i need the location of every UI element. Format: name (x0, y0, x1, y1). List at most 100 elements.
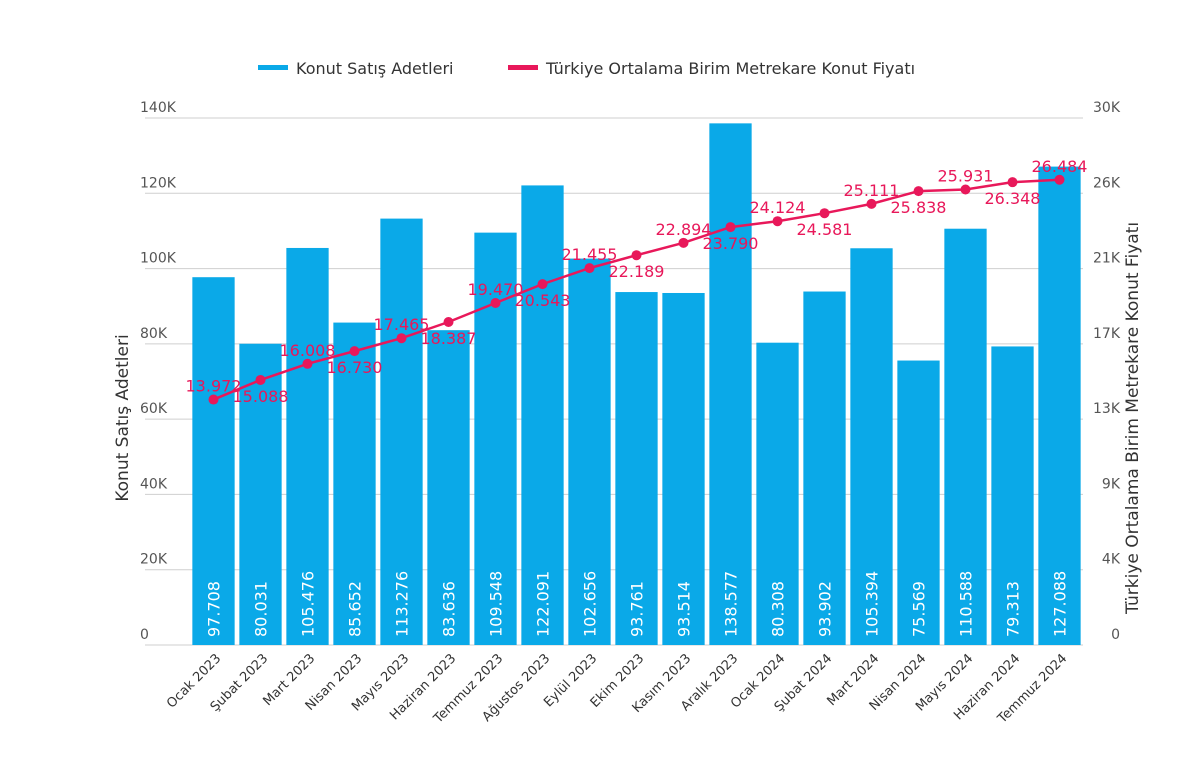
bar (897, 360, 940, 645)
line-value-label: 15.088 (233, 387, 289, 406)
line-value-label: 22.189 (609, 262, 665, 281)
line-value-label: 26.348 (985, 189, 1041, 208)
line-point (1054, 174, 1065, 185)
bar-value-label: 93.514 (675, 581, 694, 637)
legend: Konut Satış Adetleri Türkiye Ortalama Bi… (258, 59, 915, 78)
line-point (208, 394, 219, 405)
y-left-tick-label: 140K (140, 100, 177, 116)
bar-value-label: 75.569 (910, 581, 929, 637)
line-point (1007, 177, 1018, 188)
line-point (255, 374, 266, 385)
line-value-label: 16.730 (327, 358, 383, 377)
bar (239, 343, 282, 645)
line-value-label: 17.465 (374, 315, 430, 334)
y-left-tick-label: 80K (140, 326, 168, 342)
bar (615, 292, 658, 645)
bar (1038, 166, 1081, 645)
y-axis-left-title: Konut Satış Adetleri (113, 334, 133, 501)
bar-value-label: 109.548 (487, 571, 506, 637)
bar (568, 258, 611, 645)
gridlines (145, 117, 1083, 646)
line-value-label: 22.894 (656, 220, 712, 239)
y-left-tick-label: 40K (140, 476, 168, 492)
line-point (772, 216, 783, 227)
legend-label-line: Türkiye Ortalama Birim Metrekare Konut F… (545, 59, 915, 78)
bar (662, 292, 705, 645)
bar-value-label: 102.656 (581, 571, 600, 637)
bar-value-label: 79.313 (1004, 581, 1023, 637)
bar-value-label: 127.088 (1051, 571, 1070, 637)
bar-value-label: 97.708 (205, 581, 224, 637)
line-point (537, 279, 548, 290)
y-left-tick-label: 120K (140, 175, 177, 191)
line-point (819, 208, 830, 219)
line-value-label: 23.790 (703, 234, 759, 253)
legend-swatch-line (508, 65, 538, 70)
y-right-tick-label: 9K (1102, 476, 1121, 492)
y-right-tick-label: 26K (1093, 175, 1121, 191)
line-value-label: 25.838 (891, 198, 947, 217)
line-value-label: 26.484 (1032, 157, 1088, 176)
bar (427, 330, 470, 645)
bar-value-label: 80.031 (252, 581, 271, 637)
bar-value-label: 138.577 (722, 571, 741, 637)
line-value-label: 20.543 (515, 291, 571, 310)
bar (756, 342, 799, 645)
y-axis-right-title: Türkiye Ortalama Birim Metrekare Konut F… (1123, 222, 1143, 615)
line-point (913, 186, 924, 197)
line-value-label: 24.581 (797, 220, 853, 239)
line-point (866, 198, 877, 209)
data-labels: 97.708 80.031 105.476 85.652 113.276 83.636 10… (186, 157, 1088, 637)
line-point (725, 222, 736, 233)
line-value-label: 25.931 (938, 166, 994, 185)
y-left-tick-label: 0 (140, 627, 149, 643)
bar-value-label: 93.761 (628, 581, 647, 637)
line-point (443, 317, 454, 328)
line-value-label: 25.111 (844, 181, 900, 200)
bar (192, 277, 235, 645)
y-right-tick-label: 17K (1093, 326, 1121, 342)
bar-value-label: 113.276 (393, 571, 412, 637)
line-value-label: 13.972 (186, 377, 242, 396)
line-point (302, 358, 313, 369)
line-point (584, 263, 595, 274)
line-value-label: 18.387 (421, 329, 477, 348)
line-value-label: 16.008 (280, 341, 336, 360)
bar-value-label: 85.652 (346, 581, 365, 637)
bar-value-label: 83.636 (440, 581, 459, 637)
bar (944, 228, 987, 646)
bar (803, 291, 846, 645)
line-point (490, 297, 501, 308)
bar-value-label: 80.308 (769, 581, 788, 637)
bar-value-label: 105.394 (863, 571, 882, 637)
bar-value-label: 110.588 (957, 571, 976, 637)
y-left-tick-label: 100K (140, 251, 177, 267)
bar (521, 185, 564, 645)
bar (991, 346, 1034, 645)
line-point (396, 333, 407, 344)
line-value-label: 19.470 (468, 280, 524, 299)
line-point (349, 346, 360, 357)
y-right-tick-label: 21K (1093, 251, 1121, 267)
y-left-tick-label: 60K (140, 401, 168, 417)
bar (286, 247, 329, 646)
legend-swatch-bar (258, 65, 288, 70)
y-right-tick-label: 30K (1093, 100, 1121, 116)
bar (850, 248, 893, 645)
line-point (678, 237, 689, 248)
legend-label-bar: Konut Satış Adetleri (296, 59, 453, 78)
line-point (631, 250, 642, 261)
bar-value-label: 105.476 (299, 571, 318, 637)
bar (380, 218, 423, 645)
y-right-tick-label: 0 (1111, 627, 1120, 643)
line-value-label: 21.455 (562, 245, 618, 264)
bar-value-label: 93.902 (816, 581, 835, 637)
line-point (960, 184, 971, 195)
line-value-label: 24.124 (750, 198, 806, 217)
bar-series (192, 123, 1081, 646)
bar (333, 322, 376, 645)
bar (709, 123, 752, 646)
line-series (208, 174, 1065, 405)
bar-value-label: 122.091 (534, 571, 553, 637)
